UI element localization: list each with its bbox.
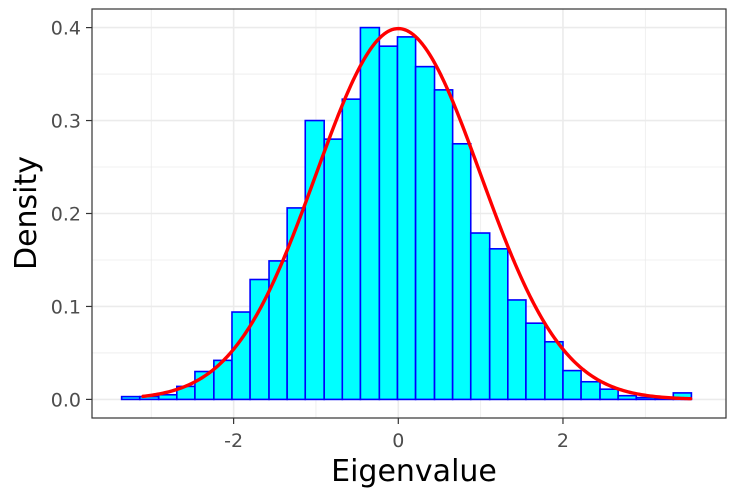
y-tick-label: 0.2 bbox=[51, 204, 81, 226]
y-axis-title: Density bbox=[9, 156, 44, 270]
histogram-bar-26 bbox=[580, 380, 601, 401]
histogram-bar-17 bbox=[414, 65, 436, 401]
histogram-bar-20 bbox=[469, 232, 491, 401]
x-tick-label: 0 bbox=[392, 430, 404, 452]
histogram-bar-22 bbox=[507, 299, 527, 401]
x-axis-title: Eigenvalue bbox=[331, 454, 497, 489]
curve-layer bbox=[141, 26, 693, 401]
histogram-bar-24 bbox=[544, 340, 564, 401]
y-tick-label: 0.1 bbox=[51, 296, 81, 318]
histogram-bar-13 bbox=[341, 98, 362, 401]
x-axis-ticks: -2 0 2 bbox=[224, 418, 569, 452]
histogram-bar-1 bbox=[120, 395, 141, 401]
histogram-bar-28 bbox=[617, 394, 638, 401]
x-tick-label: 2 bbox=[557, 430, 569, 452]
histogram-bar-15 bbox=[378, 45, 399, 401]
histogram-bar-7 bbox=[231, 311, 251, 401]
histogram-bar-27 bbox=[599, 388, 619, 401]
histogram-bar-10 bbox=[286, 207, 307, 401]
histogram-bar-23 bbox=[525, 322, 546, 401]
histogram-bar-19 bbox=[451, 142, 472, 401]
y-tick-label: 0.0 bbox=[51, 389, 81, 411]
histogram-bar-14 bbox=[359, 26, 381, 401]
histogram-bar-25 bbox=[562, 369, 582, 401]
histogram-bar-12 bbox=[323, 138, 344, 401]
y-tick-label: 0.3 bbox=[51, 111, 81, 133]
density-curve bbox=[141, 26, 693, 401]
y-axis-ticks: 0.0 0.1 0.2 0.3 0.4 bbox=[51, 18, 92, 411]
bars-layer bbox=[120, 26, 693, 401]
histogram-bar-21 bbox=[488, 248, 509, 401]
histogram-bar-16 bbox=[396, 36, 417, 401]
x-tick-label: -2 bbox=[224, 430, 243, 452]
y-tick-label: 0.4 bbox=[51, 18, 81, 40]
histogram-bar-18 bbox=[433, 89, 454, 401]
histogram-bar-3 bbox=[157, 393, 178, 401]
